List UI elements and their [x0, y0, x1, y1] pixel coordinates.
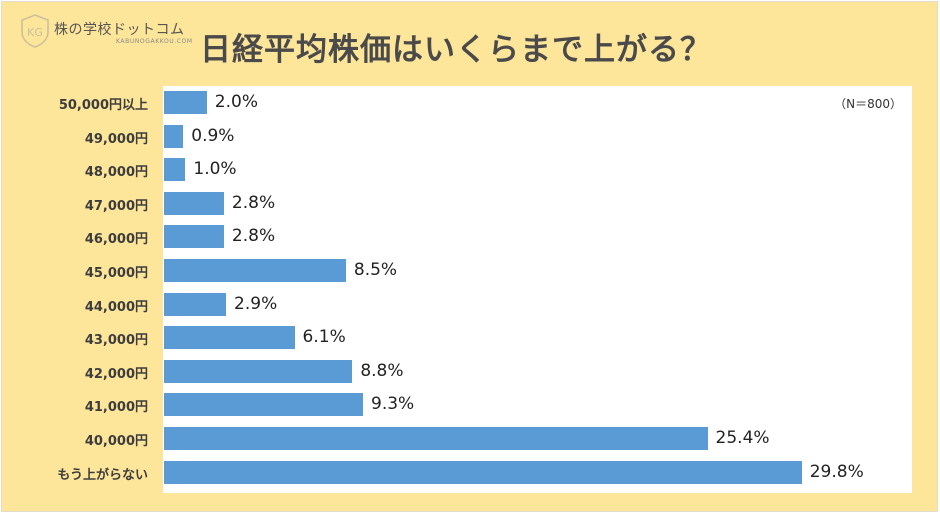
category-label: 50,000円以上	[58, 98, 148, 113]
category-label: 48,000円	[84, 165, 148, 181]
category-label: 41,000円	[84, 400, 148, 416]
category-label: 46,000円	[84, 232, 148, 248]
value-label: 2.9%	[234, 293, 278, 314]
svg-text:KG: KG	[27, 26, 43, 39]
value-label: 1.0%	[193, 159, 237, 180]
category-label: 44,000円	[84, 299, 148, 315]
category-label: 40,000円	[84, 434, 148, 449]
bar	[164, 124, 184, 148]
value-label: 0.9%	[191, 125, 235, 146]
sample-size-note: （N＝800）	[834, 97, 902, 111]
chart-title: 日経平均株価はいくらまで上がる？	[200, 32, 712, 68]
category-label: 45,000円	[84, 266, 148, 281]
category-label: 49,000円	[84, 131, 148, 147]
value-label: 2.8%	[231, 226, 276, 247]
value-label: 2.0%	[214, 92, 258, 112]
value-label: 8.5%	[353, 260, 398, 280]
bar	[164, 259, 346, 282]
value-label: 8.8%	[360, 360, 404, 381]
value-label: 2.8%	[231, 192, 276, 213]
category-label: 42,000円	[84, 366, 148, 382]
value-label: 25.4%	[715, 428, 770, 448]
bar	[164, 191, 224, 215]
logo-text: 株の学校ドットコム	[54, 22, 185, 38]
bar	[164, 359, 353, 383]
category-label: もう上がらない	[57, 467, 148, 483]
logo-subtext: KABUNOGAKKOU.COM	[116, 38, 193, 45]
bar	[164, 91, 207, 114]
bar	[164, 225, 224, 249]
value-label: 9.3%	[371, 394, 415, 415]
value-label: 6.1%	[302, 327, 346, 348]
bar	[164, 292, 227, 316]
plot-area: （N＝800）	[163, 86, 912, 493]
bar	[164, 427, 708, 450]
value-label: 29.8%	[809, 461, 864, 482]
bar	[164, 460, 802, 484]
category-label: 43,000円	[84, 333, 148, 349]
bar	[164, 326, 295, 350]
bar	[164, 158, 186, 182]
shield-logo-icon: KG	[21, 14, 49, 48]
category-label: 47,000円	[84, 198, 148, 214]
bar	[164, 393, 364, 417]
site-logo: KG 株の学校ドットコム KABUNOGAKKOU.COM	[20, 14, 200, 48]
